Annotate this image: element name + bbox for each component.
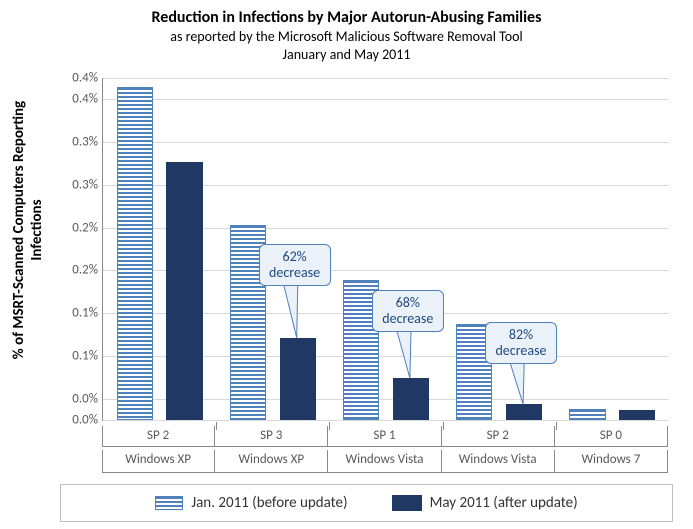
x-tick-sp: SP 2 (102, 426, 215, 446)
gridline (103, 420, 669, 421)
y-tick-label: 0.2% (38, 263, 98, 278)
x-tick-sp-label: SP 0 (555, 426, 667, 443)
callout: 62%decrease (259, 244, 331, 286)
x-tick-os: Windows XP (102, 450, 215, 472)
x-tick-os: Windows Vista (442, 450, 555, 472)
bar-after (280, 338, 316, 420)
x-axis-sp-row: SP 2SP 3SP 1SP 2SP 0 (102, 426, 668, 447)
callout-percent: 82% (492, 327, 550, 343)
callout-word: decrease (379, 311, 437, 327)
bar-before (569, 409, 605, 420)
y-tick-label: 0.4% (38, 71, 98, 86)
y-tick-label: 0.1% (38, 348, 98, 363)
callout: 68%decrease (372, 290, 444, 332)
bar-group (329, 78, 442, 420)
bar-after (619, 410, 655, 420)
callout: 82%decrease (485, 322, 557, 364)
chart-subtitle-1: as reported by the Microsoft Malicious S… (0, 28, 693, 46)
callout-word: decrease (266, 265, 324, 281)
x-tick-sp: SP 0 (555, 426, 668, 446)
chart-title: Reduction in Infections by Major Autorun… (0, 8, 693, 28)
y-tick-label: 0.4% (38, 92, 98, 107)
callout-percent: 68% (379, 295, 437, 311)
x-tick-sp-label: SP 2 (442, 426, 554, 443)
y-tick-label: 0.3% (38, 135, 98, 150)
x-tick-os-label: Windows Vista (442, 450, 554, 467)
x-tick-os-label: Windows Vista (328, 450, 440, 467)
y-tick-label: 0.3% (38, 177, 98, 192)
title-block: Reduction in Infections by Major Autorun… (0, 8, 693, 64)
x-tick-os: Windows XP (215, 450, 328, 472)
legend-label-after: May 2011 (after update) (430, 494, 578, 512)
legend-swatch-before (155, 496, 183, 510)
bar-group (103, 78, 216, 420)
callout-percent: 62% (266, 249, 324, 265)
legend: Jan. 2011 (before update) May 2011 (afte… (60, 484, 673, 522)
y-tick-label: 0.0% (38, 391, 98, 406)
x-tick-os: Windows 7 (555, 450, 668, 472)
x-axis-os-row: Windows XPWindows XPWindows VistaWindows… (102, 450, 668, 473)
x-tick-os-label: Windows XP (215, 450, 327, 467)
x-tick-os-label: Windows 7 (555, 450, 667, 467)
x-tick-sp-label: SP 3 (215, 426, 327, 443)
bar-after (393, 378, 429, 420)
chart-figure: Reduction in Infections by Major Autorun… (0, 0, 693, 529)
x-tick-sp: SP 3 (215, 426, 328, 446)
y-tick-label: 0.0% (38, 413, 98, 428)
bar-group (556, 78, 669, 420)
plot-area (102, 78, 669, 421)
x-tick-sp-label: SP 1 (328, 426, 440, 443)
legend-label-before: Jan. 2011 (before update) (191, 494, 347, 512)
y-tick-label: 0.1% (38, 306, 98, 321)
x-tick-sp-label: SP 2 (102, 426, 214, 443)
bar-after (506, 404, 542, 420)
y-tick-label: 0.2% (38, 220, 98, 235)
chart-subtitle-2: January and May 2011 (0, 46, 693, 64)
callout-word: decrease (492, 343, 550, 359)
bar-before (117, 87, 153, 420)
legend-swatch-after (392, 495, 422, 511)
bar-group (443, 78, 556, 420)
bar-after (166, 162, 202, 420)
legend-item-before: Jan. 2011 (before update) (155, 494, 347, 512)
x-tick-os: Windows Vista (328, 450, 441, 472)
legend-item-after: May 2011 (after update) (392, 494, 578, 512)
x-tick-sp: SP 2 (442, 426, 555, 446)
x-tick-sp: SP 1 (328, 426, 441, 446)
x-tick-os-label: Windows XP (102, 450, 214, 467)
